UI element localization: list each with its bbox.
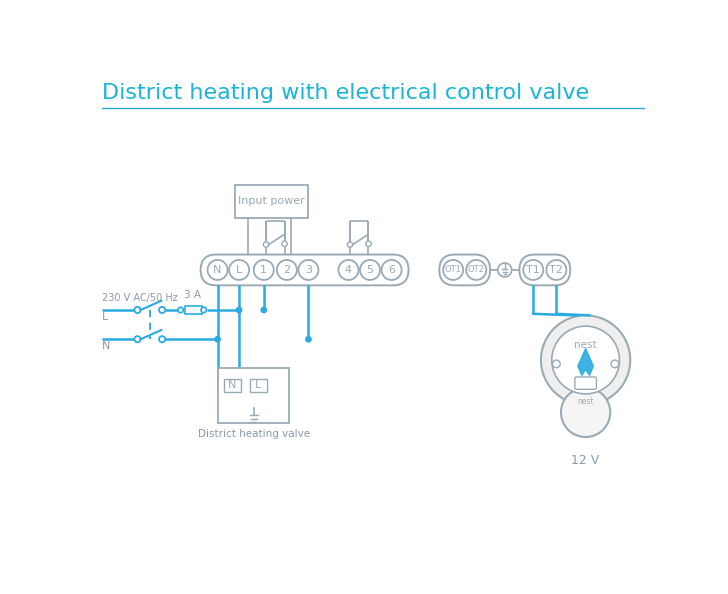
Text: 230 V AC/50 Hz: 230 V AC/50 Hz xyxy=(102,293,178,304)
Bar xyxy=(223,378,241,393)
Text: OT2: OT2 xyxy=(468,266,485,274)
FancyBboxPatch shape xyxy=(575,377,596,389)
Text: N: N xyxy=(213,265,222,275)
Circle shape xyxy=(277,260,297,280)
Circle shape xyxy=(611,360,619,368)
Text: L: L xyxy=(102,312,108,322)
Text: T2: T2 xyxy=(550,265,563,275)
Circle shape xyxy=(553,360,561,368)
Text: nest: nest xyxy=(574,340,597,350)
Bar xyxy=(235,185,309,217)
Circle shape xyxy=(215,337,221,342)
Text: 5: 5 xyxy=(366,265,373,275)
Circle shape xyxy=(264,242,269,247)
Circle shape xyxy=(261,307,266,312)
Bar xyxy=(218,368,289,423)
Circle shape xyxy=(254,260,274,280)
Text: L: L xyxy=(256,380,261,390)
Circle shape xyxy=(360,260,380,280)
Circle shape xyxy=(552,326,620,394)
Text: OT1: OT1 xyxy=(445,266,462,274)
Circle shape xyxy=(135,336,141,342)
Text: nest: nest xyxy=(577,397,594,406)
Circle shape xyxy=(306,337,311,342)
FancyBboxPatch shape xyxy=(439,255,490,285)
Circle shape xyxy=(381,260,402,280)
FancyBboxPatch shape xyxy=(519,255,570,285)
Circle shape xyxy=(561,388,610,437)
Text: T1: T1 xyxy=(526,265,540,275)
Circle shape xyxy=(541,315,630,405)
Circle shape xyxy=(159,336,165,342)
Text: 4: 4 xyxy=(345,265,352,275)
Circle shape xyxy=(347,242,352,247)
Text: N: N xyxy=(228,380,237,390)
Circle shape xyxy=(135,307,141,313)
Text: 2: 2 xyxy=(283,265,290,275)
Circle shape xyxy=(298,260,318,280)
Text: District heating with electrical control valve: District heating with electrical control… xyxy=(102,83,589,103)
Polygon shape xyxy=(578,349,593,375)
Text: 12 V: 12 V xyxy=(571,454,600,467)
Circle shape xyxy=(498,263,512,277)
Circle shape xyxy=(282,241,288,247)
Text: 3 A: 3 A xyxy=(184,290,202,299)
Circle shape xyxy=(546,260,566,280)
Circle shape xyxy=(229,260,249,280)
Circle shape xyxy=(466,260,486,280)
Circle shape xyxy=(443,260,463,280)
FancyBboxPatch shape xyxy=(201,255,408,285)
Text: Input power: Input power xyxy=(239,197,305,206)
Text: 1: 1 xyxy=(261,265,267,275)
Circle shape xyxy=(237,307,242,312)
Circle shape xyxy=(523,260,543,280)
Circle shape xyxy=(159,307,165,313)
Text: N: N xyxy=(102,341,111,351)
Bar xyxy=(185,306,202,314)
Text: 6: 6 xyxy=(388,265,395,275)
Text: 3: 3 xyxy=(305,265,312,275)
Text: L: L xyxy=(236,265,242,275)
Circle shape xyxy=(365,241,371,247)
Text: District heating valve: District heating valve xyxy=(198,429,310,440)
Circle shape xyxy=(178,307,183,312)
Circle shape xyxy=(339,260,358,280)
Circle shape xyxy=(207,260,228,280)
Circle shape xyxy=(201,307,207,312)
Bar xyxy=(250,378,267,393)
